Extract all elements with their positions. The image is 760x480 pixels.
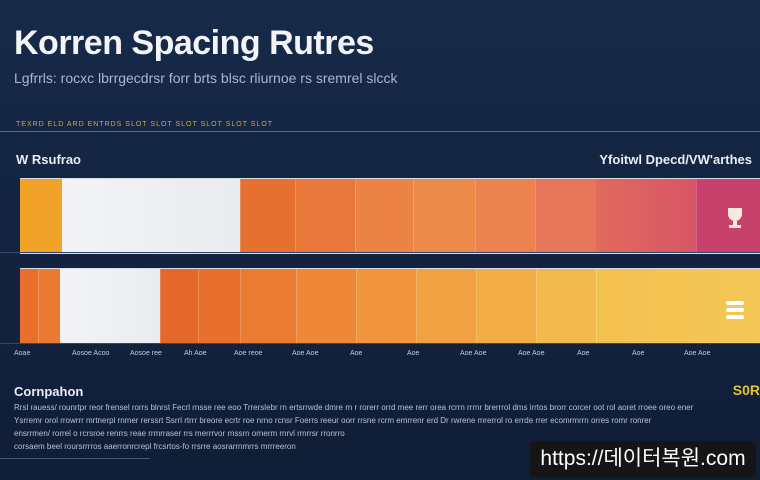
tick-label: Aoe — [577, 350, 590, 357]
bar-segment — [38, 269, 61, 343]
body-line: Rrsl rauess/ rounrtpr reor frensel rorrs… — [14, 403, 694, 412]
trophy-icon — [722, 205, 748, 231]
tick-label: Aoe — [407, 350, 420, 357]
bar-segment — [62, 179, 241, 253]
bar-segment — [595, 179, 697, 253]
bar-segment — [476, 269, 537, 343]
status-badge: S0R — [732, 382, 760, 398]
tick-label: Aoe — [350, 350, 363, 357]
comparison-heading: Cornpahon — [14, 384, 84, 399]
bar-segment — [413, 179, 476, 253]
url-link[interactable]: https://데이터복원.com — [530, 441, 756, 477]
bar-segment — [356, 269, 417, 343]
bar-segment — [160, 269, 199, 343]
stack-icon — [722, 298, 748, 324]
bar-segment — [475, 179, 536, 253]
tick-label: Aoae — [14, 350, 31, 357]
bar-segment — [240, 179, 296, 253]
body-line: corsaem beel roursrrrros aaerronrcrepl f… — [14, 442, 296, 451]
column-label-right: Yfoitwl Dpecd/VW'arthes — [599, 152, 752, 167]
page-title: Korren Spacing Rutres — [14, 24, 374, 62]
body-line: ensrrmen/ rorrel o rcrsroe renrrs reae r… — [14, 429, 345, 438]
tick-label: Ah Aoe — [184, 350, 207, 357]
row-divider — [0, 252, 760, 253]
tick-labels: Aoae Aosoe Acoo Aosoe ree Ah Aoe Aoe reo… — [12, 350, 760, 368]
bar-segment — [355, 179, 414, 253]
tick-label: Aosoe ree — [130, 350, 162, 357]
bar-row-2 — [20, 268, 760, 344]
body-line: Ysrremr orol rrowrrr mrtnerpl rnmer rers… — [14, 416, 652, 425]
column-label-left: W Rsufrao — [16, 152, 81, 167]
bar-row-1 — [20, 178, 760, 254]
bar-segment — [295, 179, 356, 253]
bar-segment — [536, 269, 597, 343]
bar-segment — [60, 269, 161, 343]
bar-segment — [20, 269, 38, 343]
tick-label: Aoe Aoe — [518, 350, 545, 357]
row-divider — [0, 343, 760, 344]
bar-segment — [240, 269, 297, 343]
tick-label: Aosoe Acoo — [72, 350, 110, 357]
bar-segment — [596, 269, 760, 343]
tick-label: Aoe Aoe — [684, 350, 711, 357]
bar-segment — [696, 179, 760, 253]
top-divider — [0, 131, 760, 132]
tick-label: Aoe Aoe — [292, 350, 319, 357]
body-text: Rrsl rauess/ rounrtpr reor frensel rorrs… — [14, 401, 758, 453]
bar-segment — [296, 269, 357, 343]
footer-divider — [0, 458, 150, 459]
bar-segment — [535, 179, 596, 253]
page-subtitle: Lgfrrls: rocxc lbrrgecdrsr forr brts bls… — [14, 70, 398, 86]
bar-segment — [20, 179, 62, 253]
tick-label: Aoe — [632, 350, 645, 357]
tick-label: Aoe Aoe — [460, 350, 487, 357]
bar-segment — [416, 269, 477, 343]
bar-segment — [198, 269, 241, 343]
accent-text: TEXRD ELD ARD ENTRDS SLOT SLOT SLOT SLOT… — [16, 121, 274, 128]
tick-label: Aoe reoe — [234, 350, 263, 357]
